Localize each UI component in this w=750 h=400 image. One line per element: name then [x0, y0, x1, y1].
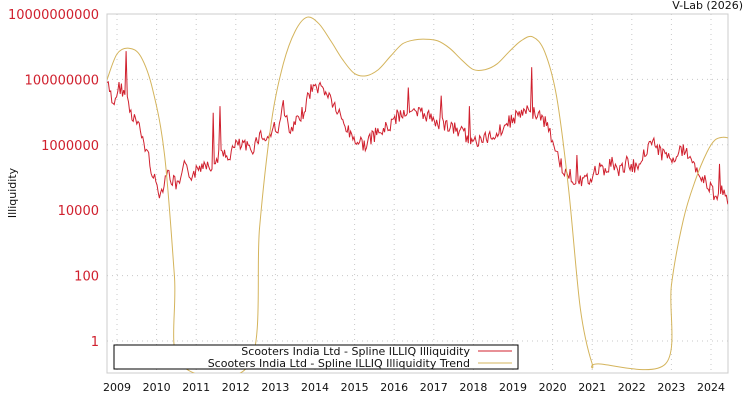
x-tick-label: 2014: [301, 381, 329, 394]
x-tick-label: 2010: [143, 381, 171, 394]
plot-frame: [106, 13, 729, 374]
legend: Scooters India Ltd - Spline ILLIQ Illiqu…: [113, 344, 519, 370]
x-tick-label: 2012: [222, 381, 250, 394]
x-tick-label: 2017: [420, 381, 448, 394]
x-tick-label: 2019: [499, 381, 527, 394]
x-tick-label: 2015: [341, 381, 369, 394]
x-tick-label: 2021: [578, 381, 606, 394]
y-axis-ticks: 10000000000 100000000 1000000 10000 100 1: [8, 8, 99, 350]
y-tick-label: 1000000: [41, 139, 99, 154]
x-tick-label: 2024: [697, 381, 725, 394]
legend-label-illiquidity: Scooters India Ltd - Spline ILLIQ Illiqu…: [241, 345, 470, 358]
x-tick-label: 2022: [618, 381, 646, 394]
y-tick-label: 100000000: [25, 73, 99, 88]
x-tick-label: 2020: [539, 381, 567, 394]
credit-label: V-Lab (2026): [672, 0, 743, 12]
x-tick-label: 2018: [459, 381, 487, 394]
illiquidity-line: [107, 51, 728, 205]
x-axis-ticks: 2009 2010 2011 2012 2013 2014 2015 2016 2017 2018…: [103, 381, 725, 394]
illiquidity-trend-line: [107, 16, 728, 373]
y-tick-label: 1: [91, 335, 99, 350]
x-tick-label: 2016: [380, 381, 408, 394]
legend-label-trend: Scooters India Ltd - Spline ILLIQ Illiqu…: [208, 357, 470, 370]
y-tick-label: 10000000000: [8, 8, 99, 23]
x-tick-label: 2023: [657, 381, 685, 394]
y-tick-label: 100: [74, 270, 99, 285]
legend-box: [113, 344, 519, 370]
y-tick-label: 10000: [58, 204, 99, 219]
x-tick-label: 2013: [261, 381, 289, 394]
x-tick-label: 2011: [182, 381, 210, 394]
x-tick-label: 2009: [103, 381, 131, 394]
y-axis-label: Illiquidity: [6, 167, 19, 218]
grid-lines: [107, 13, 728, 373]
